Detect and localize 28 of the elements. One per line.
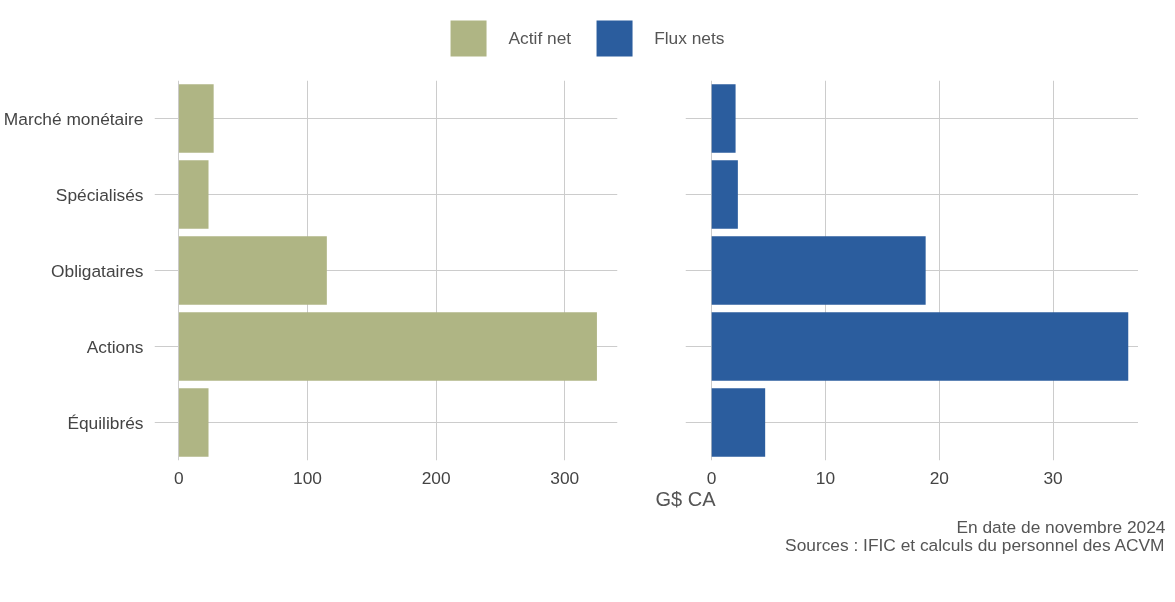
y-tick-label: Marché monétaire bbox=[3, 108, 144, 129]
x-tick-label: 30 bbox=[1043, 467, 1063, 488]
x-tick-label: 300 bbox=[550, 467, 580, 488]
y-tick-label: Obligataires bbox=[51, 260, 144, 281]
y-tick-label: Actions bbox=[86, 336, 144, 357]
legend-label: Actif net bbox=[508, 27, 572, 48]
bar bbox=[711, 84, 736, 153]
y-tick-label: Spécialisés bbox=[55, 184, 144, 205]
bar bbox=[711, 388, 766, 457]
bar bbox=[711, 160, 738, 229]
bar bbox=[178, 236, 327, 305]
x-tick-label: 20 bbox=[929, 467, 949, 488]
x-axis-title: G$ CA bbox=[655, 488, 717, 511]
bar bbox=[711, 312, 1129, 381]
x-tick-label: 100 bbox=[293, 467, 323, 488]
x-tick-label: 0 bbox=[706, 467, 717, 488]
bar bbox=[711, 236, 926, 305]
bar bbox=[178, 160, 209, 229]
bar bbox=[178, 84, 214, 153]
x-tick-label: 10 bbox=[815, 467, 836, 488]
x-tick-label: 0 bbox=[174, 467, 184, 488]
legend-label: Flux nets bbox=[654, 27, 725, 48]
x-tick-label: 200 bbox=[421, 467, 451, 488]
bar bbox=[178, 312, 597, 381]
text: En date de novembre 2024 bbox=[956, 516, 1166, 537]
bar bbox=[178, 388, 209, 457]
source-note: Sources : IFIC et calculs du personnel des ACVM bbox=[785, 534, 1165, 555]
y-tick-label: Équilibrés bbox=[67, 412, 144, 433]
